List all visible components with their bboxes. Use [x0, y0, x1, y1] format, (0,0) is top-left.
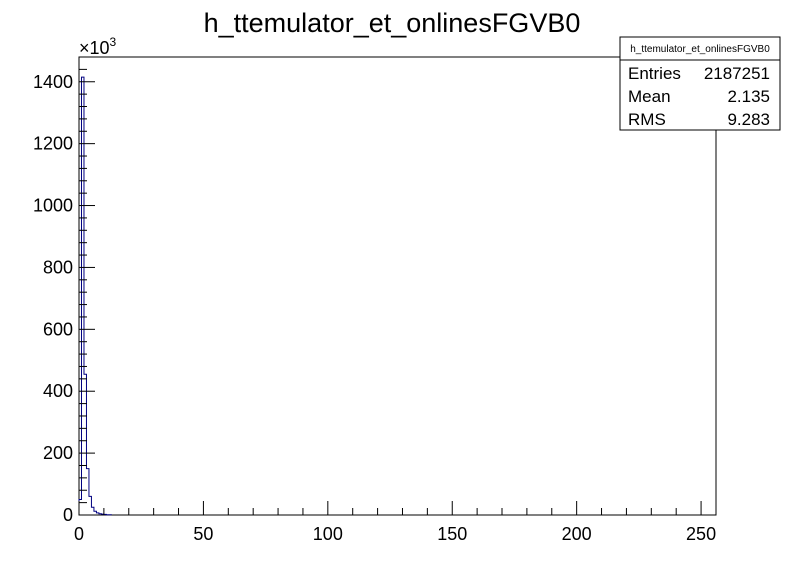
stats-histogram-name: h_ttemulator_et_onlinesFGVB0: [630, 44, 770, 55]
histogram-series: [78, 76, 112, 516]
x-tick-label: 150: [437, 524, 467, 544]
stats-entries-value: 2187251: [704, 64, 770, 83]
plot-frame: [78, 56, 717, 516]
x-tick-label: 100: [313, 524, 343, 544]
chart-title: h_ttemulator_et_onlinesFGVB0: [204, 8, 581, 38]
y-tick-label: 800: [43, 257, 73, 277]
x-tick-label: 250: [686, 524, 716, 544]
y-axis-multiplier: ×103: [79, 35, 117, 58]
y-tick-label: 400: [43, 381, 73, 401]
stats-mean-label: Mean: [628, 87, 671, 106]
y-tick-label: 0: [63, 505, 73, 525]
x-axis: 0 50 100 150 200 250: [74, 501, 716, 544]
y-tick-label: 1200: [33, 134, 73, 154]
y-axis-multiplier-base: ×10: [79, 38, 110, 58]
x-tick-label: 200: [562, 524, 592, 544]
x-tick-label: 0: [74, 524, 84, 544]
y-tick-label: 1400: [33, 72, 73, 92]
stats-box-border: [619, 36, 781, 131]
stats-entries-label: Entries: [628, 64, 681, 83]
stats-box: h_ttemulator_et_onlinesFGVB0 Entries 218…: [619, 36, 781, 131]
y-axis: 0 200 400 600 800 1000 1200 1400: [33, 56, 95, 525]
stats-rms-label: RMS: [628, 110, 666, 129]
y-tick-label: 200: [43, 443, 73, 463]
y-tick-label: 1000: [33, 196, 73, 216]
x-tick-label: 50: [193, 524, 213, 544]
stats-rms-value: 9.283: [727, 110, 770, 129]
histogram-outline: [78, 76, 112, 516]
y-tick-label: 600: [43, 319, 73, 339]
y-axis-multiplier-exponent: 3: [110, 35, 117, 49]
stats-mean-value: 2.135: [727, 87, 770, 106]
